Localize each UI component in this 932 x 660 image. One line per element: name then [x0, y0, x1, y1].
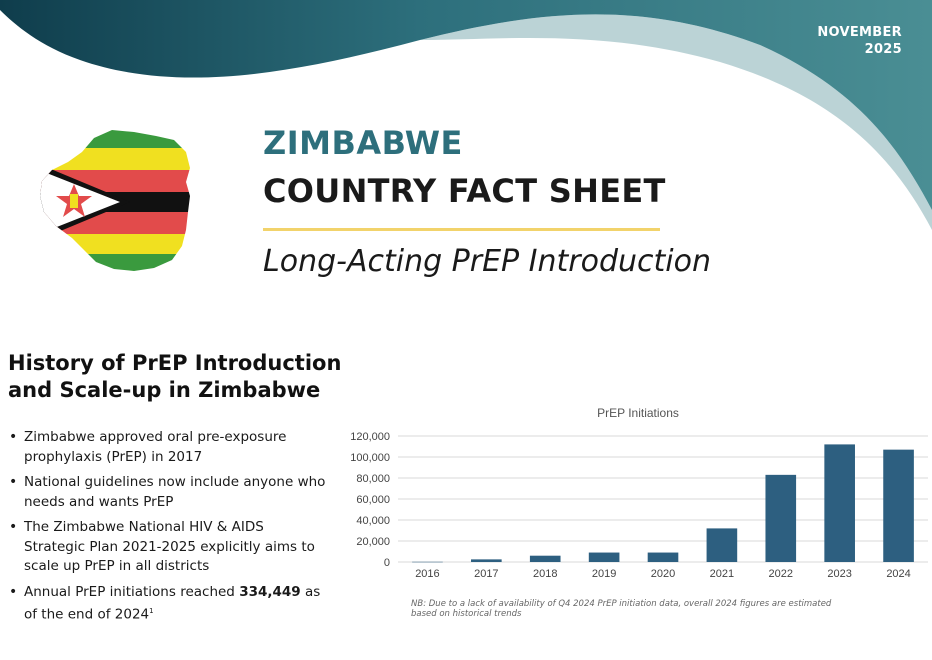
bar [824, 444, 855, 562]
y-tick-label: 0 [384, 557, 390, 569]
y-tick-label: 40,000 [356, 515, 390, 527]
x-tick-label: 2023 [827, 568, 851, 580]
bar [529, 555, 561, 562]
y-tick-label: 120,000 [350, 431, 390, 443]
x-tick-label: 2016 [415, 568, 439, 580]
country-name: ZIMBABWE [263, 124, 463, 162]
y-tick-label: 100,000 [350, 452, 390, 464]
y-tick-label: 20,000 [356, 536, 390, 548]
publication-month: NOVEMBER [817, 25, 902, 40]
bar [883, 449, 914, 562]
x-tick-label: 2024 [886, 568, 910, 580]
history-bullet: The Zimbabwe National HIV & AIDS Strateg… [8, 518, 328, 577]
x-tick-label: 2017 [474, 568, 498, 580]
history-bullet: Annual PrEP initiations reached 334,449 … [8, 583, 328, 626]
bar [647, 552, 679, 562]
x-tick-label: 2021 [710, 568, 734, 580]
bar [412, 561, 443, 563]
x-tick-label: 2022 [769, 568, 793, 580]
footnote-marker: 1 [149, 607, 154, 615]
bullet-text: National guidelines now include anyone w… [24, 474, 326, 510]
history-bullet: Zimbabwe approved oral pre-exposure prop… [8, 428, 328, 467]
bar [588, 552, 620, 562]
initiations-total: 334,449 [239, 583, 301, 600]
x-tick-label: 2018 [533, 568, 557, 580]
prep-initiations-chart: PrEP Initiations 0 20,000 40,000 60,000 80,00… [350, 406, 928, 580]
chart-footnote: NB: Due to a lack of availability of Q4 … [411, 599, 832, 619]
bar [706, 528, 738, 562]
bullet-text: as of the end of 2024 [24, 583, 321, 623]
document-subtitle: Long-Acting PrEP Introduction [263, 244, 711, 279]
bar [765, 474, 797, 562]
history-bullet: National guidelines now include anyone w… [8, 473, 328, 512]
bullet-text: Zimbabwe approved oral pre-exposure prop… [24, 429, 287, 465]
x-tick-label: 2019 [592, 568, 616, 580]
document-type: COUNTRY FACT SHEET [263, 172, 666, 210]
history-heading: History of PrEP Introduction and Scale-u… [8, 351, 342, 402]
x-tick-label: 2020 [651, 568, 675, 580]
y-tick-label: 80,000 [356, 473, 390, 485]
bullet-text: Annual PrEP initiations reached [24, 583, 235, 600]
history-bullet-list: Zimbabwe approved oral pre-exposure prop… [8, 428, 328, 631]
zimbabwe-flag-map-icon [40, 130, 190, 271]
publication-date: NOVEMBER 2025 [817, 24, 902, 58]
title-divider [263, 228, 660, 231]
header-wave [0, 0, 932, 230]
chart-title: PrEP Initiations [597, 406, 679, 420]
y-tick-label: 60,000 [356, 494, 390, 506]
publication-year: 2025 [864, 42, 902, 57]
bar [471, 559, 502, 562]
bullet-text: The Zimbabwe National HIV & AIDS Strateg… [24, 519, 315, 574]
